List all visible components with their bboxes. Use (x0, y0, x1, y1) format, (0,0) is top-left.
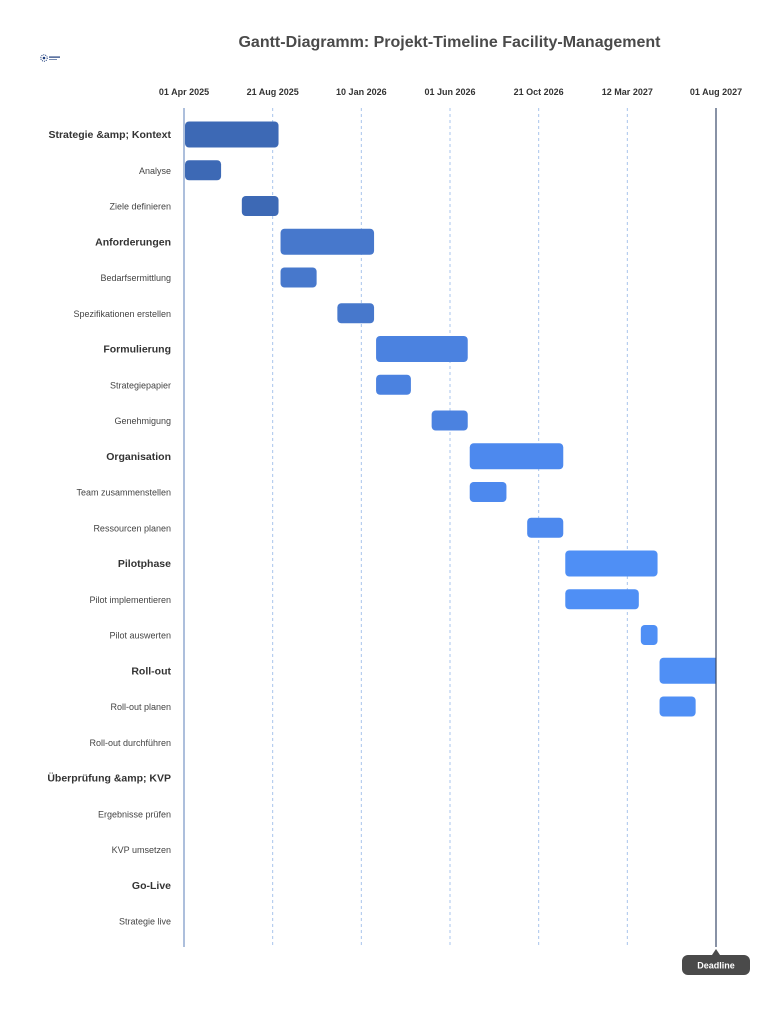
task-label: Strategiepapier (110, 380, 171, 390)
company-logo (38, 51, 62, 63)
task-label: Roll-out durchführen (89, 738, 171, 748)
task-label: Pilot implementieren (89, 595, 171, 605)
task-label: Ergebnisse prüfen (98, 809, 171, 819)
task-label: KVP umsetzen (112, 845, 171, 855)
phase-bar (659, 657, 716, 684)
x-tick-label: 01 Aug 2027 (690, 87, 742, 97)
task-bar (241, 196, 279, 216)
task-bar (755, 804, 769, 824)
x-tick-label: 21 Oct 2026 (514, 87, 564, 97)
task-bar (280, 267, 317, 288)
task-label: Bedarfsermittlung (100, 273, 171, 283)
task-bar (431, 410, 468, 431)
task-bar (640, 625, 658, 645)
phase-label: Pilotphase (118, 558, 171, 570)
task-bar (469, 482, 507, 502)
phase-bar (755, 765, 769, 791)
task-label: Team zusammenstellen (76, 488, 171, 498)
phase-bar (469, 443, 564, 470)
x-tick-label: 01 Jun 2026 (424, 87, 475, 97)
phase-bar (565, 550, 658, 577)
task-bar (717, 732, 753, 752)
task-label: Roll-out planen (110, 702, 171, 712)
phase-label: Strategie &amp; Kontext (48, 129, 171, 141)
task-bar (376, 374, 411, 395)
deadline-label: Deadline (697, 961, 735, 971)
task-bar (185, 160, 222, 181)
task-label: Pilot auswerten (109, 631, 171, 641)
phase-label: Roll-out (131, 665, 171, 677)
task-bar (659, 696, 696, 717)
x-tick-label: 21 Aug 2025 (247, 87, 299, 97)
x-tick-label: 10 Jan 2026 (336, 87, 387, 97)
phase-label: Organisation (106, 451, 171, 463)
phase-label: Go-Live (132, 880, 171, 892)
task-bar (717, 911, 769, 931)
task-label: Analyse (139, 166, 171, 176)
deadline-badge (682, 955, 750, 975)
task-label: Spezifikationen erstellen (73, 309, 171, 319)
phase-label: Anforderungen (95, 236, 171, 248)
task-label: Ziele definieren (109, 202, 171, 212)
phase-bar (185, 121, 279, 148)
phase-bar (717, 872, 769, 898)
task-label: Strategie live (119, 917, 171, 927)
phase-label: Überprüfung &amp; KVP (47, 772, 171, 785)
task-label: Ressourcen planen (93, 523, 171, 533)
deadline-pointer (712, 949, 720, 955)
task-bar (527, 517, 564, 538)
task-label: Genehmigung (114, 416, 171, 426)
phase-label: Formulierung (103, 344, 171, 356)
x-tick-label: 12 Mar 2027 (602, 87, 653, 97)
phase-bar (280, 228, 375, 255)
phase-bar (376, 336, 468, 362)
task-bar (337, 303, 375, 324)
chart-title: Gantt-Diagramm: Projekt-Timeline Facilit… (238, 34, 661, 51)
task-bar (565, 589, 639, 610)
x-tick-label: 01 Apr 2025 (159, 87, 209, 97)
